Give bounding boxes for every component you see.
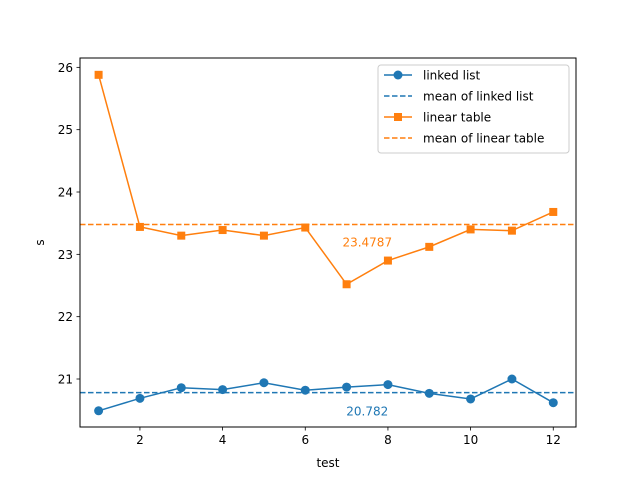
legend-marker [394, 113, 402, 121]
data-point [548, 398, 558, 408]
x-tick-label: 6 [301, 433, 309, 447]
legend-entry-label: mean of linked list [423, 90, 534, 104]
x-tick-label: 12 [546, 433, 561, 447]
legend: linked list mean of linked list linear tab… [377, 64, 570, 154]
legend-entry-label: mean of linear table [423, 132, 544, 146]
data-point [301, 223, 310, 232]
data-point [94, 406, 104, 416]
legend-marker [393, 70, 403, 80]
mean-value-label: 23.4787 [342, 236, 392, 250]
x-axis-label: test [316, 456, 339, 470]
y-tick-label: 26 [58, 61, 73, 75]
data-point [218, 385, 228, 395]
data-point [507, 374, 517, 384]
data-point [424, 388, 434, 398]
data-point [259, 378, 269, 388]
x-tick-label: 8 [384, 433, 392, 447]
y-tick-label: 22 [58, 310, 73, 324]
data-point [218, 226, 227, 235]
y-tick-label: 21 [58, 373, 73, 387]
axes-frame [79, 57, 577, 428]
data-point [425, 242, 434, 251]
y-tick-label: 23 [58, 248, 73, 262]
data-point [177, 231, 186, 240]
series-line [98, 378, 554, 412]
data-point [549, 207, 558, 216]
data-point [176, 383, 186, 393]
data-point [135, 222, 144, 231]
data-point [342, 280, 351, 289]
data-point [383, 256, 392, 265]
data-point [466, 394, 476, 404]
x-tick-label: 10 [463, 433, 478, 447]
plot-area: 20.782 23.4787 [80, 70, 576, 419]
data-point [342, 382, 352, 392]
y-tick-label: 24 [58, 186, 73, 200]
legend-entry-label: linked list [423, 69, 481, 83]
data-point [507, 226, 516, 235]
mean-value-label: 20.782 [346, 405, 388, 419]
data-point [259, 231, 268, 240]
data-point [300, 385, 310, 395]
data-point [135, 393, 145, 403]
legend-box [377, 64, 570, 154]
series-line [97, 74, 554, 286]
y-axis-label: s [33, 239, 47, 245]
data-point [466, 225, 475, 234]
y-tick-label: 25 [58, 123, 73, 137]
x-tick-label: 2 [136, 433, 144, 447]
data-point [383, 380, 393, 390]
data-point [94, 70, 103, 79]
x-tick-label: 4 [219, 433, 227, 447]
legend-entry-label: linear table [423, 111, 491, 125]
